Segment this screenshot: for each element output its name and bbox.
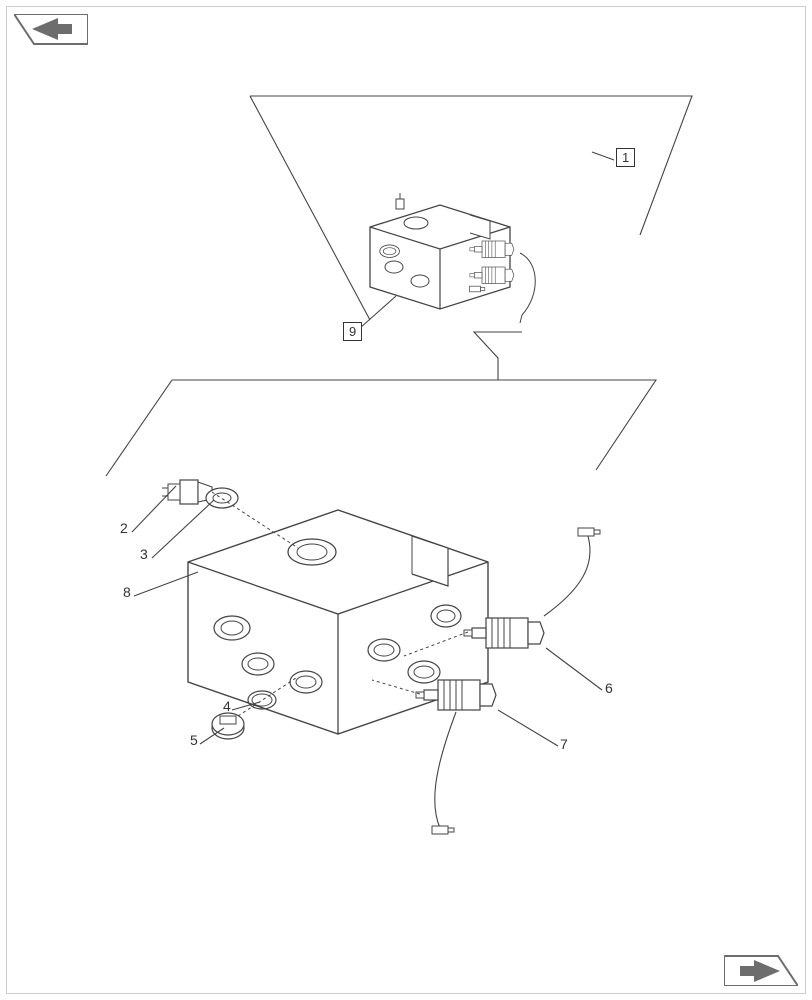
seal-washer-3 xyxy=(206,488,238,508)
exploded-diagram xyxy=(0,0,812,1000)
callout-6: 6 xyxy=(605,680,613,696)
callout-7: 7 xyxy=(560,736,568,752)
callout-5: 5 xyxy=(190,732,198,748)
callout-3: 3 xyxy=(140,546,148,562)
callout-8: 8 xyxy=(123,584,131,600)
callout-2: 2 xyxy=(120,520,128,536)
plug-5 xyxy=(212,713,244,739)
detail-outline xyxy=(106,332,656,476)
callout-9: 9 xyxy=(343,322,362,341)
manifold-small xyxy=(370,193,535,323)
callout-4: 4 xyxy=(223,698,231,714)
callout-1: 1 xyxy=(616,148,635,167)
